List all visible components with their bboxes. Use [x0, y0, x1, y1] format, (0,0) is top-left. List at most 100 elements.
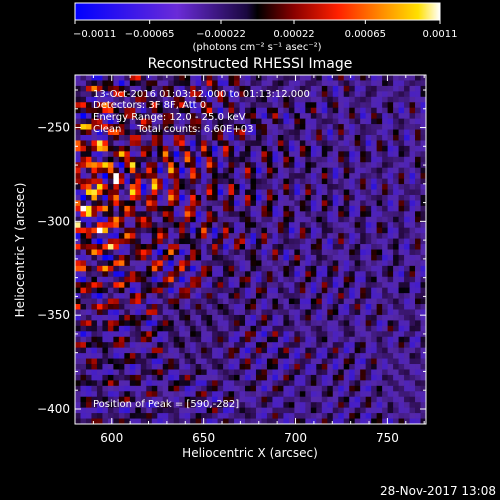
- heatmap-cell: [277, 233, 284, 239]
- heatmap-cell: [129, 211, 136, 218]
- heatmap-cell: [201, 244, 208, 250]
- heatmap-cell: [184, 293, 191, 299]
- heatmap-cell: [316, 260, 323, 267]
- heatmap-cell: [365, 249, 372, 256]
- heatmap-cell: [75, 222, 81, 229]
- heatmap-cell: [85, 129, 92, 136]
- heatmap-cell: [393, 227, 399, 234]
- heatmap-cell: [338, 402, 345, 409]
- heatmap-cell: [201, 227, 208, 234]
- heatmap-cell: [310, 173, 317, 180]
- heatmap-cell: [305, 331, 312, 338]
- heatmap-cell: [151, 173, 158, 180]
- heatmap-cell: [179, 293, 186, 299]
- heatmap-cell: [206, 309, 213, 316]
- heatmap-cell: [162, 402, 169, 409]
- heatmap-cell: [321, 325, 328, 332]
- heatmap-cell: [184, 380, 191, 387]
- heatmap-cell: [371, 227, 378, 234]
- heatmap-cell: [129, 358, 136, 365]
- heatmap-cell: [195, 347, 202, 354]
- heatmap-cell: [168, 282, 175, 289]
- heatmap-cell: [239, 304, 246, 310]
- heatmap-cell: [173, 385, 180, 392]
- heatmap-cell: [179, 298, 186, 305]
- heatmap-cell: [332, 96, 339, 103]
- heatmap-cell: [409, 238, 416, 245]
- heatmap-cell: [266, 336, 273, 343]
- y-axis: −250−300−350−400: [37, 89, 426, 416]
- heatmap-cell: [272, 80, 279, 87]
- heatmap-cell: [184, 222, 191, 229]
- heatmap-cell: [310, 118, 317, 125]
- heatmap-cell: [129, 140, 136, 147]
- heatmap-cell: [338, 162, 345, 169]
- heatmap-cell: [310, 336, 317, 343]
- heatmap-cell: [349, 145, 356, 152]
- heatmap-cell: [266, 227, 273, 234]
- heatmap-cell: [398, 124, 405, 130]
- heatmap-cell: [85, 407, 92, 414]
- heatmap-cell: [140, 205, 147, 212]
- heatmap-cell: [360, 85, 367, 92]
- heatmap-cell: [118, 249, 125, 256]
- heatmap-cell: [316, 265, 323, 272]
- heatmap-cell: [234, 75, 240, 81]
- heatmap-cell: [107, 287, 114, 294]
- heatmap-cell: [393, 145, 399, 152]
- heatmap-cell: [283, 260, 290, 267]
- heatmap-cell: [118, 413, 125, 419]
- heatmap-cell: [140, 391, 147, 398]
- heatmap-cell: [371, 358, 378, 365]
- heatmap-cell: [206, 227, 213, 234]
- heatmap-cell: [217, 314, 224, 321]
- heatmap-cell: [409, 249, 416, 256]
- heatmap-cell: [206, 96, 213, 103]
- heatmap-cell: [135, 173, 142, 180]
- heatmap-cell: [343, 325, 350, 332]
- heatmap-cell: [404, 325, 410, 332]
- heatmap-cell: [75, 374, 81, 381]
- heatmap-cell: [283, 124, 290, 130]
- heatmap-cell: [135, 145, 142, 152]
- heatmap-cell: [266, 145, 273, 152]
- heatmap-cell: [173, 391, 180, 398]
- heatmap-cell: [85, 380, 92, 387]
- heatmap-cell: [382, 391, 389, 398]
- heatmap-cell: [96, 107, 103, 114]
- heatmap-cell: [371, 194, 378, 201]
- heatmap-cell: [228, 287, 235, 294]
- heatmap-cell: [261, 107, 268, 114]
- y-tick-label: −400: [37, 402, 70, 416]
- heatmap-cell: [398, 391, 405, 398]
- heatmap-cell: [113, 222, 120, 229]
- heatmap-cell: [245, 260, 251, 267]
- heatmap-cell: [135, 342, 142, 349]
- heatmap-cell: [327, 325, 334, 332]
- heatmap-cell: [118, 325, 125, 332]
- heatmap-cell: [376, 385, 383, 392]
- heatmap-cell: [140, 167, 147, 174]
- heatmap-cell: [332, 336, 339, 343]
- heatmap-cell: [179, 282, 186, 289]
- heatmap-cell: [129, 254, 136, 261]
- heatmap-cell: [272, 364, 279, 370]
- heatmap-cell: [409, 200, 416, 207]
- heatmap-cell: [305, 271, 312, 278]
- heatmap-cell: [228, 391, 235, 398]
- heatmap-cell: [80, 342, 87, 349]
- heatmap-cell: [173, 238, 180, 245]
- heatmap-cell: [294, 276, 301, 283]
- heatmap-cell: [75, 85, 81, 92]
- heatmap-cell: [234, 233, 240, 239]
- heatmap-cell: [409, 358, 416, 365]
- heatmap-cell: [239, 358, 246, 365]
- heatmap-cell: [140, 238, 147, 245]
- heatmap-cell: [195, 358, 202, 365]
- heatmap-cell: [398, 336, 405, 343]
- heatmap-cell: [173, 418, 180, 424]
- heatmap-cell: [179, 396, 186, 403]
- heatmap-cell: [151, 238, 158, 245]
- heatmap-cell: [316, 85, 323, 92]
- heatmap-cell: [96, 129, 103, 136]
